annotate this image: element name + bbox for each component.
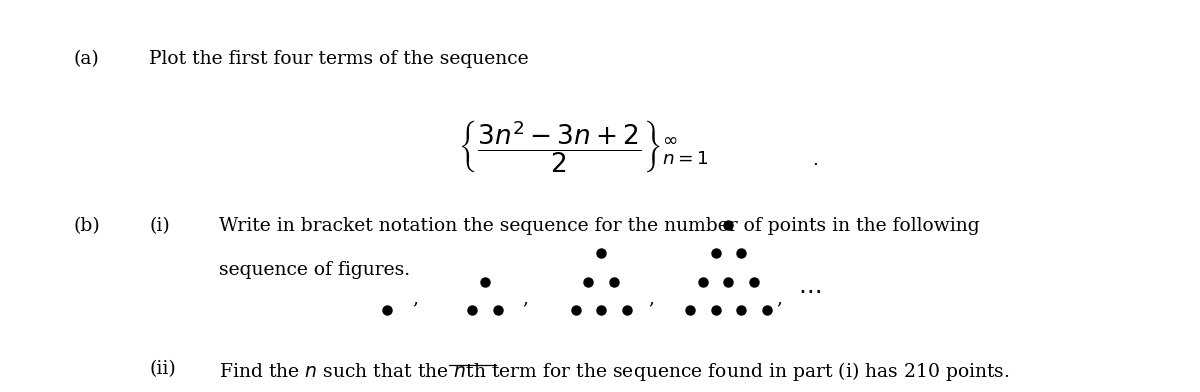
Text: $\cdots$: $\cdots$ — [798, 279, 821, 302]
Text: Write in bracket notation the sequence for the number of points in the following: Write in bracket notation the sequence f… — [218, 217, 979, 235]
Text: (b): (b) — [73, 217, 101, 235]
Text: $\left\{\dfrac{3n^2 - 3n + 2}{2}\right\}_{n=1}^{\infty}$: $\left\{\dfrac{3n^2 - 3n + 2}{2}\right\}… — [458, 118, 709, 175]
Text: Plot the first four terms of the sequence: Plot the first four terms of the sequenc… — [149, 50, 529, 68]
Text: sequence of figures.: sequence of figures. — [218, 261, 409, 279]
Text: ,: , — [648, 289, 654, 307]
Text: (a): (a) — [73, 50, 100, 68]
Text: ,: , — [776, 289, 782, 307]
Text: ,: , — [522, 289, 528, 307]
Text: (ii): (ii) — [149, 360, 175, 378]
Text: (i): (i) — [149, 217, 169, 235]
Text: ,: , — [412, 289, 418, 307]
Text: Find the $n$ such that the $n$th term for the sequence found in part (i) has 210: Find the $n$ such that the $n$th term fo… — [218, 360, 1009, 383]
Text: .: . — [812, 151, 818, 169]
